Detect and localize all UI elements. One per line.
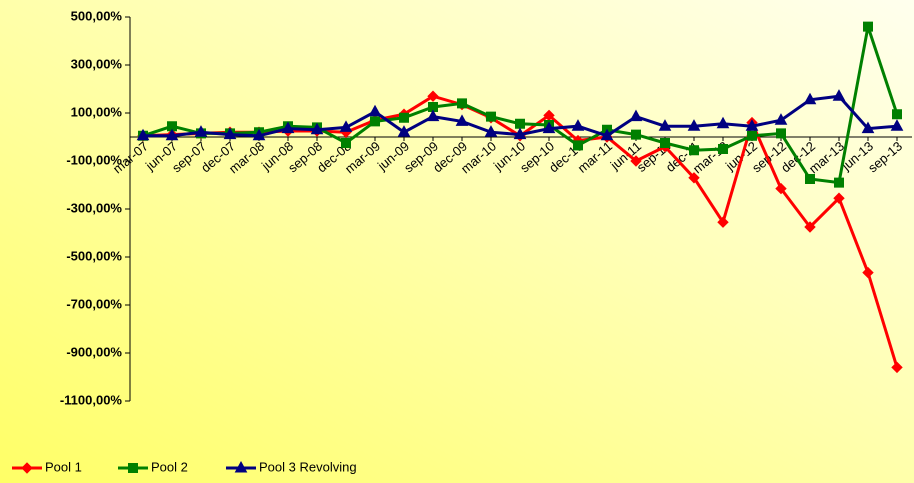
marker (136, 128, 150, 141)
marker (234, 460, 248, 473)
y-tick-label: -300,00% (66, 200, 122, 215)
marker (281, 121, 295, 134)
marker (631, 129, 641, 140)
marker (774, 113, 788, 125)
marker (21, 462, 33, 474)
marker (457, 98, 467, 109)
marker (804, 221, 816, 233)
marker (747, 130, 757, 141)
marker (128, 463, 138, 473)
marker (630, 155, 642, 167)
marker (861, 121, 875, 134)
legend-label: Pool 1 (45, 459, 82, 474)
marker (194, 125, 208, 137)
marker (745, 119, 759, 131)
marker (368, 104, 382, 117)
marker (310, 122, 324, 135)
y-tick-label: -700,00% (66, 296, 122, 311)
marker (834, 177, 844, 188)
y-tick-label: 300,00% (71, 56, 123, 71)
marker (600, 128, 614, 141)
legend-label: Pool 3 Revolving (259, 459, 357, 474)
marker (341, 138, 351, 148)
marker (571, 119, 585, 131)
y-tick-label: -900,00% (66, 344, 122, 359)
marker (165, 128, 179, 141)
marker (399, 112, 409, 123)
legend-label: Pool 2 (151, 459, 188, 474)
marker (339, 120, 353, 132)
marker (687, 119, 701, 131)
marker (716, 116, 730, 129)
marker (629, 109, 643, 122)
marker (689, 145, 699, 156)
y-tick-label: 100,00% (71, 104, 123, 119)
marker (455, 114, 469, 126)
marker (658, 119, 672, 131)
marker (891, 361, 903, 374)
marker (513, 127, 527, 140)
marker (688, 172, 700, 184)
marker (252, 128, 266, 141)
marker (223, 127, 237, 140)
marker (863, 21, 873, 32)
marker (515, 118, 525, 129)
marker (486, 111, 496, 122)
marker (890, 119, 904, 131)
marker (776, 128, 786, 139)
marker (892, 109, 902, 120)
y-tick-label: -100,00% (66, 152, 122, 167)
marker (573, 140, 583, 151)
y-tick-label: -500,00% (66, 248, 122, 263)
marker (803, 92, 817, 105)
marker (542, 121, 556, 134)
marker (805, 174, 815, 184)
y-tick-label: 500,00% (71, 8, 123, 23)
marker (167, 121, 177, 132)
marker (718, 144, 728, 154)
marker (833, 192, 845, 204)
marker (832, 89, 846, 101)
marker (484, 125, 498, 137)
marker (426, 109, 440, 122)
marker (428, 102, 438, 112)
marker (862, 266, 874, 279)
marker (775, 182, 787, 195)
marker (427, 90, 439, 102)
y-tick-label: -1100,00% (60, 392, 123, 407)
marker (660, 138, 670, 148)
marker (397, 125, 411, 137)
marker (370, 116, 380, 127)
marker (717, 216, 729, 228)
